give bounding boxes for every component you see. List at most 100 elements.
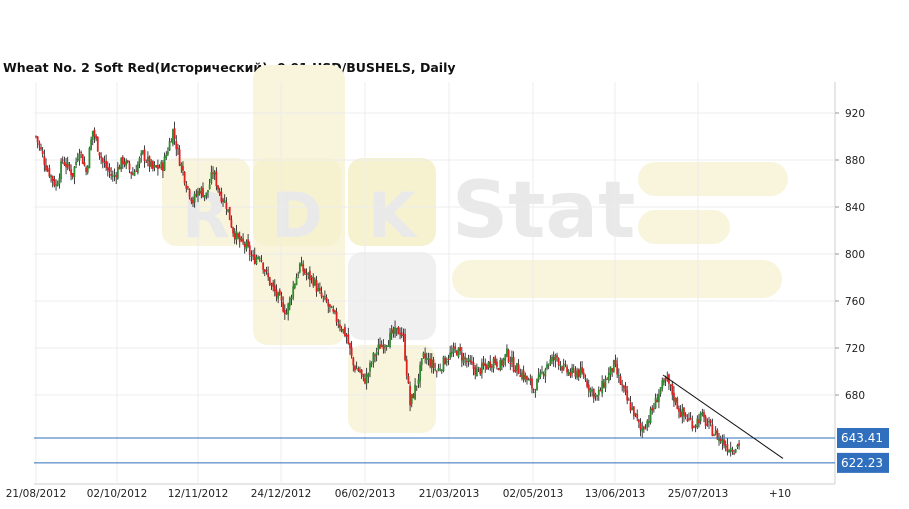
- candle-body: [597, 389, 600, 396]
- candle-body: [285, 313, 288, 315]
- rdk-stat-watermark: R D K Stat: [162, 65, 788, 433]
- candle-body: [474, 367, 477, 375]
- candle-body: [278, 290, 281, 296]
- candle-body: [48, 167, 51, 177]
- candle-body: [728, 450, 730, 453]
- candle-body: [170, 141, 173, 143]
- candle-body: [180, 164, 183, 167]
- candle-body: [577, 369, 580, 377]
- candle-body: [674, 397, 677, 403]
- candle-body: [622, 385, 625, 388]
- candle-body: [200, 187, 203, 194]
- candle-body: [659, 387, 662, 394]
- candle-body: [66, 162, 69, 166]
- candle-body: [631, 407, 634, 410]
- candle-body: [163, 156, 166, 171]
- candle-body: [402, 334, 405, 336]
- candle-body: [574, 369, 577, 377]
- candle-body: [125, 160, 128, 167]
- candle-body: [425, 358, 428, 360]
- candle-body: [312, 277, 315, 286]
- candle-body: [683, 407, 685, 416]
- candle-body: [424, 353, 427, 359]
- candle-body: [449, 352, 452, 359]
- candle-body: [487, 361, 490, 368]
- candle-body: [544, 369, 547, 377]
- candle-body: [220, 192, 223, 202]
- candle-body: [317, 288, 320, 291]
- candle-body: [280, 296, 283, 301]
- candle-body: [434, 369, 437, 371]
- candle-body: [162, 162, 164, 172]
- candle-body: [75, 161, 77, 165]
- candle-body: [355, 368, 358, 370]
- candle-body: [145, 161, 148, 163]
- candle-body: [653, 408, 655, 410]
- candle-body: [332, 308, 335, 312]
- candle-body: [539, 372, 542, 377]
- candle-body: [432, 359, 435, 368]
- candle-body: [514, 369, 517, 373]
- candle-body: [576, 371, 578, 378]
- candle-body: [521, 372, 523, 379]
- candle-body: [93, 129, 96, 137]
- candle-body: [587, 384, 590, 391]
- candle-body: [357, 368, 360, 372]
- candle-body: [723, 439, 725, 446]
- candle-body: [397, 326, 400, 335]
- candle-body: [531, 378, 533, 389]
- candle-body: [617, 374, 620, 377]
- candle-body: [380, 344, 383, 347]
- candle-body: [678, 408, 680, 412]
- candle-body: [551, 356, 553, 362]
- candle-body: [283, 309, 286, 315]
- candle-body: [205, 192, 208, 196]
- candle-body: [257, 257, 260, 259]
- candle-body: [614, 360, 617, 365]
- candle-body: [60, 161, 62, 180]
- candle-body: [379, 344, 381, 349]
- candle-body: [367, 373, 370, 377]
- candle-body: [38, 142, 41, 146]
- y-axis: 920 880 840 800 760 720 680: [835, 108, 865, 402]
- candle-body: [143, 149, 146, 161]
- candle-body: [329, 304, 331, 307]
- candle-body: [726, 444, 729, 452]
- candle-body: [479, 368, 482, 375]
- candle-body: [275, 289, 278, 297]
- candle-body: [673, 392, 675, 402]
- candle-body: [110, 173, 113, 176]
- candle-body: [592, 389, 595, 399]
- candle-body: [345, 334, 348, 337]
- candle-body: [105, 160, 108, 168]
- candle-body: [51, 176, 54, 181]
- candle-body: [445, 361, 448, 363]
- candle-body: [516, 363, 518, 371]
- candle-body: [385, 345, 388, 348]
- candle-body: [395, 328, 398, 330]
- candle-body: [377, 344, 380, 350]
- candle-body: [90, 139, 93, 150]
- candle-body: [410, 394, 413, 404]
- candle-body: [227, 209, 229, 212]
- candle-body: [305, 274, 308, 276]
- candle-body: [609, 366, 612, 375]
- candle-body: [225, 202, 228, 209]
- candle-body: [404, 333, 406, 360]
- candle-body: [571, 367, 573, 374]
- candle-body: [173, 128, 176, 139]
- candle-body: [148, 156, 151, 167]
- candle-body: [273, 285, 276, 292]
- x-tick-label: 24/12/2012: [251, 488, 312, 500]
- candle-body: [339, 324, 341, 328]
- candle-body: [607, 372, 610, 381]
- candle-body: [242, 238, 244, 243]
- candle-body: [606, 378, 609, 380]
- candle-body: [370, 362, 373, 365]
- candle-body: [292, 286, 295, 298]
- candle-body: [450, 352, 453, 354]
- level-label: 643.41: [841, 431, 883, 445]
- candle-body: [484, 363, 487, 366]
- candle-body: [315, 280, 318, 292]
- candle-body: [252, 254, 254, 256]
